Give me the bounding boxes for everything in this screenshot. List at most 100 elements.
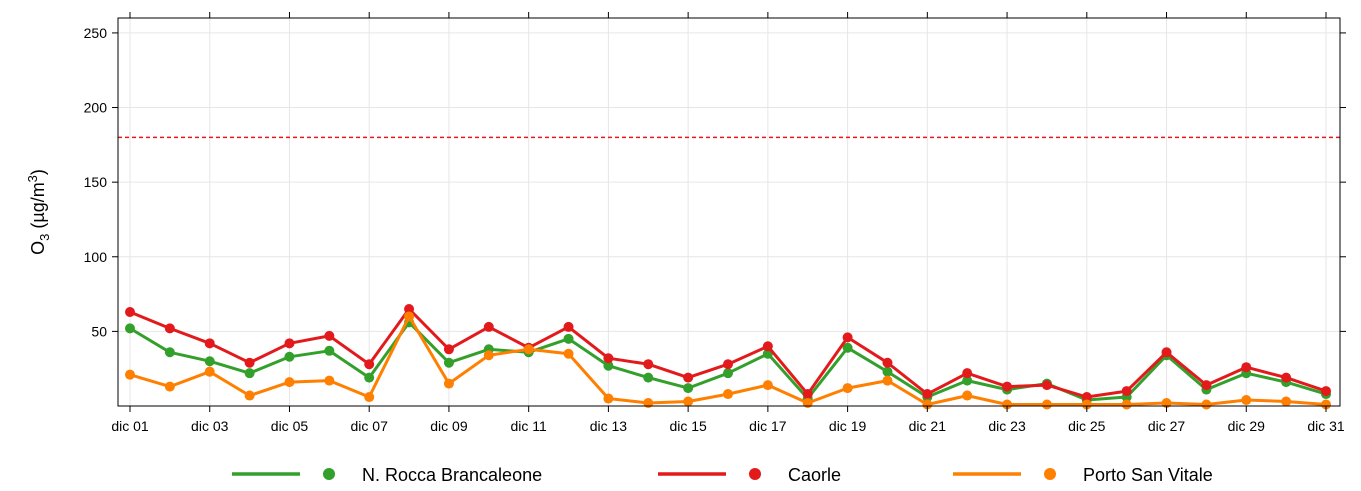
x-tick-label: dic 23 bbox=[988, 418, 1026, 434]
grid bbox=[118, 18, 1340, 406]
data-point bbox=[563, 321, 574, 332]
data-point bbox=[723, 368, 733, 379]
data-point bbox=[882, 366, 893, 377]
data-point bbox=[643, 372, 654, 383]
data-point bbox=[1121, 399, 1132, 410]
data-point bbox=[125, 323, 135, 334]
data-point bbox=[404, 311, 415, 322]
data-point bbox=[1081, 399, 1092, 410]
data-point bbox=[244, 357, 255, 368]
data-point bbox=[962, 368, 973, 379]
data-point bbox=[125, 369, 135, 380]
x-tick-label: dic 09 bbox=[430, 418, 468, 434]
data-point bbox=[404, 304, 415, 314]
x-tick-label: dic 11 bbox=[511, 418, 548, 434]
x-tick-label: dic 17 bbox=[749, 418, 787, 434]
data-point bbox=[723, 359, 733, 370]
legend-point-swatch bbox=[749, 468, 761, 480]
legend-point-swatch bbox=[323, 468, 335, 480]
data-point bbox=[1281, 372, 1292, 383]
data-point bbox=[1201, 399, 1212, 410]
data-point bbox=[683, 372, 694, 383]
x-tick-label: dic 01 bbox=[111, 418, 149, 434]
data-point bbox=[962, 375, 973, 386]
data-point bbox=[204, 356, 215, 367]
data-point bbox=[922, 399, 933, 410]
data-point bbox=[443, 378, 454, 389]
data-point bbox=[1041, 399, 1052, 410]
legend-label: N. Rocca Brancaleone bbox=[362, 465, 542, 485]
data-point bbox=[324, 375, 335, 386]
data-point bbox=[1321, 386, 1331, 397]
data-point bbox=[683, 396, 694, 407]
x-tick-label: dic 27 bbox=[1148, 418, 1186, 434]
data-point bbox=[164, 323, 175, 334]
data-point bbox=[483, 321, 494, 332]
x-tick-label: dic 25 bbox=[1068, 418, 1106, 434]
x-tick-label: dic 03 bbox=[191, 418, 229, 434]
data-point bbox=[1041, 380, 1052, 391]
x-tick-label: dic 21 bbox=[909, 418, 947, 434]
data-point bbox=[364, 392, 375, 403]
data-point bbox=[1281, 396, 1292, 407]
data-point bbox=[204, 338, 215, 349]
legend-item: N. Rocca Brancaleone bbox=[232, 465, 542, 485]
x-tick-label: dic 15 bbox=[669, 418, 707, 434]
plot-frame bbox=[117, 17, 1341, 407]
x-tick-label: dic 07 bbox=[351, 418, 389, 434]
data-point bbox=[1002, 399, 1013, 410]
axis-ticks bbox=[112, 12, 1346, 412]
data-point bbox=[683, 383, 694, 394]
data-point bbox=[1121, 386, 1132, 397]
data-point bbox=[443, 357, 454, 368]
data-point bbox=[125, 306, 135, 317]
data-point bbox=[643, 398, 654, 409]
data-point bbox=[523, 344, 534, 355]
data-point bbox=[603, 393, 614, 404]
data-point bbox=[962, 390, 973, 401]
series-2 bbox=[125, 304, 1331, 403]
x-tick-label: dic 31 bbox=[1307, 418, 1345, 434]
data-point bbox=[324, 345, 335, 356]
y-tick-label: 250 bbox=[84, 25, 108, 41]
data-point bbox=[603, 353, 614, 364]
data-point bbox=[284, 351, 295, 362]
data-point bbox=[882, 357, 893, 368]
data-point bbox=[164, 347, 175, 358]
data-point bbox=[762, 341, 773, 352]
data-point bbox=[324, 330, 335, 341]
data-point bbox=[244, 390, 255, 401]
y-tick-label: 50 bbox=[91, 323, 107, 339]
data-point bbox=[802, 389, 813, 400]
data-point bbox=[1241, 362, 1252, 373]
legend-label: Caorle bbox=[788, 465, 841, 485]
data-point bbox=[1241, 395, 1252, 406]
legend-item: Caorle bbox=[658, 465, 841, 485]
data-point bbox=[204, 366, 215, 377]
data-point bbox=[643, 359, 654, 370]
legend-item: Porto San Vitale bbox=[953, 465, 1213, 485]
data-point bbox=[244, 368, 255, 379]
x-tick-label: dic 13 bbox=[590, 418, 628, 434]
series-3 bbox=[125, 311, 1331, 410]
data-point bbox=[842, 383, 853, 394]
y-axis-label: O3 (µg/m3) bbox=[25, 169, 52, 255]
series-group bbox=[125, 304, 1331, 410]
legend-label: Porto San Vitale bbox=[1083, 465, 1213, 485]
data-point bbox=[483, 350, 494, 361]
x-tick-label: dic 05 bbox=[271, 418, 309, 434]
data-point bbox=[364, 359, 375, 370]
data-point bbox=[1002, 381, 1013, 392]
data-point bbox=[1161, 347, 1172, 358]
data-point bbox=[842, 332, 853, 343]
data-point bbox=[723, 389, 733, 400]
data-point bbox=[1081, 392, 1092, 403]
x-tick-label: dic 19 bbox=[829, 418, 867, 434]
data-point bbox=[443, 344, 454, 355]
legend-point-swatch bbox=[1044, 468, 1056, 480]
data-point bbox=[882, 375, 893, 386]
tick-labels: dic 01 dic 03 dic 05 dic 07 dic 09 dic 11 dic … bbox=[84, 25, 1345, 434]
x-tick-label: dic 29 bbox=[1228, 418, 1266, 434]
data-point bbox=[284, 377, 295, 388]
